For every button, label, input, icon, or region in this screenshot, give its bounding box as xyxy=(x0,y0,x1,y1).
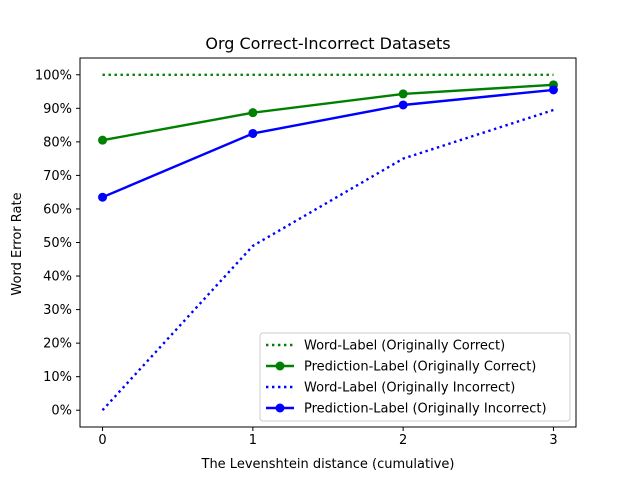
y-tick-label: 100% xyxy=(35,68,72,83)
data-point xyxy=(98,135,108,145)
chart-title: Org Correct-Incorrect Datasets xyxy=(205,34,450,53)
x-axis-ticks: 0 1 2 3 xyxy=(98,427,558,448)
y-tick-label: 30% xyxy=(43,303,72,318)
y-tick-label: 20% xyxy=(43,337,72,352)
y-tick-label: 10% xyxy=(43,370,72,385)
legend-label: Prediction-Label (Originally Correct) xyxy=(304,360,536,375)
legend-marker xyxy=(275,361,285,371)
legend-box xyxy=(259,332,571,422)
series-line-3 xyxy=(101,108,554,412)
data-point xyxy=(248,108,258,118)
plot-area xyxy=(79,57,577,428)
x-axis-label: The Levenshtein distance (cumulative) xyxy=(201,457,455,472)
y-tick-label: 80% xyxy=(43,135,72,150)
y-axis-ticks: 0% 10% 20% 30% 40% 50% 60% 70% 80% 90% 100% xyxy=(35,68,80,419)
y-tick-label: 40% xyxy=(43,270,72,285)
y-tick-label: 0% xyxy=(51,404,72,419)
data-point xyxy=(398,100,408,110)
y-tick-label: 60% xyxy=(43,202,72,217)
x-tick-label: 1 xyxy=(249,433,257,448)
y-tick-label: 70% xyxy=(43,169,72,184)
y-tick-label: 90% xyxy=(43,102,72,117)
x-tick-label: 3 xyxy=(549,433,557,448)
data-point xyxy=(398,89,408,99)
legend-label: Word-Label (Originally Incorrect) xyxy=(304,381,515,396)
x-tick-label: 0 xyxy=(98,433,106,448)
legend: Word-Label (Originally Correct) Predictio… xyxy=(259,332,571,422)
series-line-4 xyxy=(102,88,554,199)
x-tick-label: 2 xyxy=(399,433,407,448)
legend-label: Word-Label (Originally Correct) xyxy=(304,339,505,354)
data-point xyxy=(98,192,108,202)
legend-marker xyxy=(275,403,285,413)
data-point xyxy=(548,85,558,95)
series-line-2 xyxy=(102,83,554,142)
legend-label: Prediction-Label (Originally Incorrect) xyxy=(304,402,547,417)
y-tick-label: 50% xyxy=(43,236,72,251)
y-axis-label: Word Error Rate xyxy=(10,192,25,295)
data-point xyxy=(248,128,258,138)
